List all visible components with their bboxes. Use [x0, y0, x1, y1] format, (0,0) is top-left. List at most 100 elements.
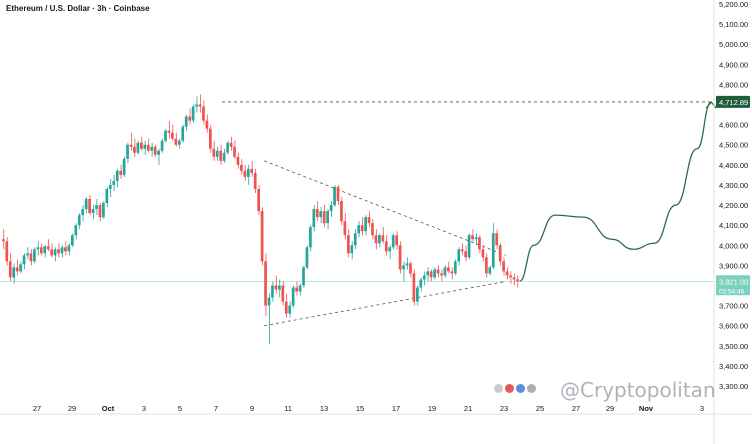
candle-body	[336, 186, 340, 202]
time-tick-label: 19	[428, 404, 436, 413]
candle-body	[167, 130, 171, 133]
candle-body	[67, 245, 71, 252]
chart-title: Ethereum / U.S. Dollar · 3h · Coinbase	[6, 4, 150, 13]
candle-body	[77, 215, 81, 226]
candle-body	[102, 203, 105, 218]
candle-body	[136, 142, 140, 153]
candle-body	[315, 209, 319, 218]
time-tick-label: 29	[68, 404, 76, 413]
candle-body	[419, 279, 423, 288]
candle-body	[329, 205, 333, 212]
price-tick-label: 4,200.00	[719, 201, 748, 210]
candle-body	[422, 275, 426, 280]
candle-body	[433, 269, 436, 278]
candle-body	[443, 267, 447, 276]
bull-icon	[505, 384, 514, 393]
candle-body	[371, 223, 374, 236]
horizontal-lines	[0, 101, 714, 282]
candle-body	[29, 253, 33, 262]
candle-body	[177, 140, 181, 145]
candle-body	[2, 239, 5, 242]
candle-body	[226, 142, 229, 153]
candle-body	[416, 287, 419, 302]
time-axis[interactable]: 27 29 Oct 3 5 7 9 11 13 15 17 19 21 23 25 27 29 Nov 3	[0, 404, 752, 415]
price-tick-label: 4,300.00	[719, 181, 748, 190]
target-price-tag: 4,712.89	[719, 98, 748, 107]
price-tick-label: 3,600.00	[719, 322, 748, 331]
candle-body	[129, 144, 133, 147]
candle-body	[243, 170, 247, 177]
price-tick-label: 5,100.00	[719, 20, 748, 29]
candle-body	[57, 249, 60, 254]
candle-body	[260, 211, 264, 262]
candle-body	[281, 285, 285, 302]
candle-body	[271, 285, 274, 298]
candle-body	[384, 241, 388, 252]
candle-body	[39, 247, 43, 254]
candle-body	[171, 132, 174, 139]
time-tick-label: 13	[320, 404, 328, 413]
watermark-icons	[494, 384, 536, 393]
candle-body	[250, 168, 254, 173]
time-tick-label: 23	[500, 404, 508, 413]
candle-body	[381, 235, 385, 242]
candle-body	[505, 271, 509, 276]
share-icon	[494, 384, 503, 393]
current-price-tag: 3,821.00	[719, 277, 748, 286]
price-tick-label: 3,400.00	[719, 362, 748, 371]
candle-body	[278, 285, 281, 290]
candle-body	[140, 142, 143, 149]
candle-body	[212, 148, 216, 157]
candle-body	[457, 249, 461, 262]
candle-body	[516, 279, 519, 282]
candle-body	[108, 184, 112, 189]
time-tick-label: 25	[536, 404, 544, 413]
candle-body	[98, 205, 102, 218]
time-tick-label: 29	[606, 404, 614, 413]
candle-body	[485, 257, 488, 274]
candle-body	[512, 277, 516, 280]
projection-curve	[519, 101, 712, 282]
candle-body	[95, 205, 98, 210]
candle-body	[405, 263, 409, 266]
price-tags: 4,712.89 3,821.00 02:54:46	[716, 95, 750, 296]
candle-body	[205, 120, 209, 129]
candle-body	[174, 138, 178, 145]
candle-body	[409, 263, 412, 274]
candle-body	[229, 142, 233, 147]
candle-body	[81, 209, 85, 216]
candle-body	[295, 287, 298, 292]
watermark: @Cryptopolitan	[560, 378, 716, 402]
price-axis[interactable]: 3,300.00 3,400.00 3,500.00 3,600.00 3,700.00…	[713, 0, 748, 444]
candle-body	[471, 235, 474, 240]
price-tick-label: 3,300.00	[719, 382, 748, 391]
candle-body	[402, 265, 405, 270]
candle-body	[326, 211, 329, 224]
candle-body	[246, 168, 250, 177]
candle-body	[309, 227, 312, 248]
candle-body	[240, 164, 243, 171]
candle-body	[133, 146, 136, 153]
price-tick-label: 4,000.00	[719, 241, 748, 250]
candle-body	[347, 235, 350, 254]
candle-body	[374, 235, 378, 244]
candle-body	[440, 273, 443, 276]
time-tick-label: 17	[392, 404, 400, 413]
candle-body	[395, 235, 398, 246]
candle-body	[126, 144, 129, 159]
candle-body	[71, 235, 74, 246]
candle-body	[467, 235, 471, 258]
candle-body	[12, 267, 16, 278]
candle-body	[112, 180, 116, 185]
candle-body	[22, 255, 26, 265]
candle-body	[298, 285, 302, 292]
candle-body	[412, 273, 416, 302]
price-tick-label: 4,600.00	[719, 121, 748, 130]
candle-body	[495, 233, 499, 246]
candle-body	[19, 264, 22, 272]
candle-body	[191, 106, 195, 121]
time-tick-label: 27	[33, 404, 41, 413]
candle-body	[388, 247, 392, 252]
bear-icon	[516, 384, 525, 393]
